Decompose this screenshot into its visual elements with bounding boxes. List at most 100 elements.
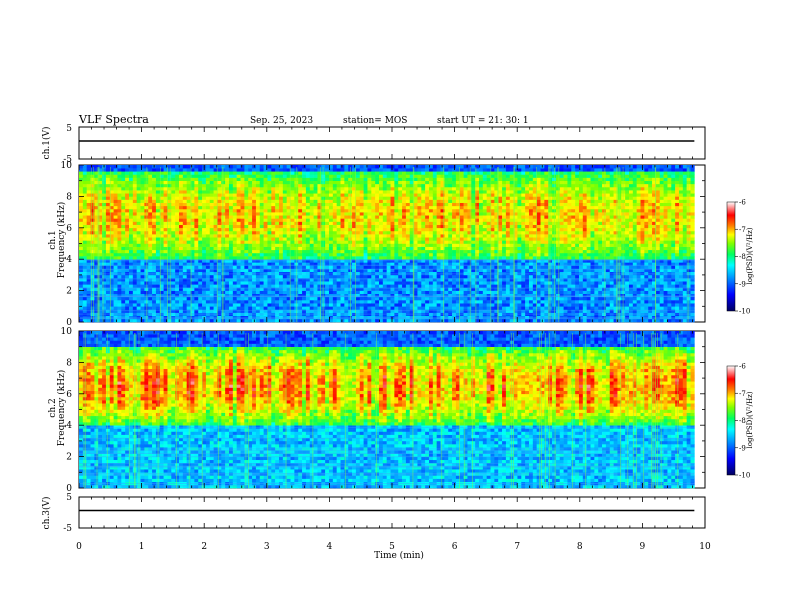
spectrogram-cell (363, 174, 368, 178)
spectrogram-cell (282, 237, 287, 241)
spectrogram-cell (113, 278, 118, 282)
spectrogram-cell (94, 281, 99, 285)
spectrogram-cell (155, 240, 161, 244)
spectrogram-cell (278, 315, 284, 320)
spectrogram-cell (432, 281, 437, 285)
spectrogram-cell (390, 271, 395, 276)
spectrogram-cell (255, 303, 261, 307)
spectrogram-cell (132, 281, 137, 285)
spectrogram-cell (328, 265, 334, 269)
spectrogram-cell (163, 186, 168, 191)
spectrogram-cell (336, 183, 341, 188)
spectrogram-cell (82, 281, 87, 285)
spectrogram-cell (136, 199, 141, 203)
spectrogram-cell (398, 196, 403, 200)
spectrogram-cell (190, 171, 195, 175)
spectrogram-cell (382, 177, 387, 181)
spectrogram-cell (382, 199, 387, 203)
spectrogram-cell (417, 199, 422, 203)
spectrogram-cell (355, 290, 361, 295)
spectrogram-cell (263, 271, 268, 276)
spectrogram-cell (98, 268, 103, 273)
spectrogram-cell (236, 271, 241, 276)
spectrogram-cell (267, 256, 272, 260)
spectrogram-cell (328, 205, 334, 210)
spectrogram-cell (328, 171, 334, 175)
spectrogram-cell (117, 218, 122, 222)
spectrogram-cell (321, 165, 326, 169)
spectrogram-cell (167, 309, 172, 313)
spectrogram-cell (375, 240, 380, 244)
spectrogram-cell (367, 315, 372, 320)
spectrogram-cell (217, 290, 222, 295)
spectrogram-cell (90, 281, 95, 285)
spectrogram-cell (90, 284, 95, 288)
spectrogram-cell (278, 290, 284, 295)
spectrogram-cell (336, 240, 341, 244)
spectrogram-cell (198, 224, 203, 229)
spectrogram-cell (136, 215, 141, 219)
spectrogram-cell (317, 168, 322, 172)
spectrogram-cell (271, 234, 276, 238)
spectrogram-cell (328, 290, 334, 295)
spectrogram-cell (444, 262, 449, 266)
spectrogram-cell (436, 186, 441, 191)
spectrogram-cell (448, 196, 453, 200)
spectrogram-cell (336, 284, 341, 288)
spectrogram-cell (113, 215, 118, 219)
spectrogram-cell (152, 218, 157, 222)
spectrogram-cell (309, 177, 314, 181)
spectrogram-cell (144, 237, 149, 241)
spectrogram-cell (309, 218, 314, 222)
spectrogram-cell (305, 303, 311, 307)
spectrogram-cell (175, 281, 180, 285)
spectrogram-cell (428, 306, 434, 310)
spectrogram-cell (452, 227, 457, 232)
spectrogram-cell (282, 290, 287, 295)
spectrogram-cell (232, 227, 237, 232)
spectrogram-cell (355, 177, 361, 181)
spectrogram-cell (132, 183, 137, 188)
spectrogram-cell (144, 256, 149, 260)
spectrogram-cell (359, 199, 364, 203)
spectrogram-cell (263, 281, 268, 285)
spectrogram-cell (325, 165, 330, 169)
spectrogram-cell (271, 256, 276, 260)
spectrogram-cell (255, 212, 261, 216)
spectrogram-cell (352, 215, 357, 219)
spectrogram-cell (90, 224, 95, 229)
spectrogram-cell (313, 271, 318, 276)
spectrogram-cell (328, 274, 334, 279)
spectrogram-cell (136, 221, 141, 225)
spectrogram-cell (252, 284, 257, 288)
spectrogram-cell (375, 296, 380, 301)
spectrogram-cell (94, 168, 99, 172)
spectrogram-cell (163, 193, 168, 197)
spectrogram-cell (317, 190, 322, 194)
spectrogram-cell (294, 190, 299, 194)
spectrogram-cell (109, 177, 114, 181)
spectrogram-cell (86, 230, 91, 235)
spectrogram-cell (402, 315, 407, 320)
spectrogram-cell (340, 193, 345, 197)
spectrogram-cell (348, 168, 353, 172)
spectrogram-cell (205, 196, 211, 200)
spectrogram-cell (294, 303, 299, 307)
spectrogram-cell (248, 293, 253, 298)
spectrogram-cell (213, 303, 218, 307)
spectrogram-cell (202, 193, 207, 197)
spectrogram-cell (298, 271, 303, 276)
spectrogram-cell (382, 227, 387, 232)
spectrogram-cell (167, 278, 172, 282)
spectrogram-cell (175, 262, 180, 266)
spectrogram-cell (117, 293, 122, 298)
spectrogram-cell (348, 240, 353, 244)
spectrogram-cell (182, 293, 187, 298)
spectrogram-cell (344, 230, 349, 235)
spectrogram-cell (182, 218, 187, 222)
spectrogram-cell (186, 246, 191, 251)
spectrogram-cell (428, 190, 434, 194)
spectrogram-cell (171, 218, 176, 222)
spectrogram-cell (179, 224, 184, 229)
spectrogram-cell (213, 315, 218, 320)
